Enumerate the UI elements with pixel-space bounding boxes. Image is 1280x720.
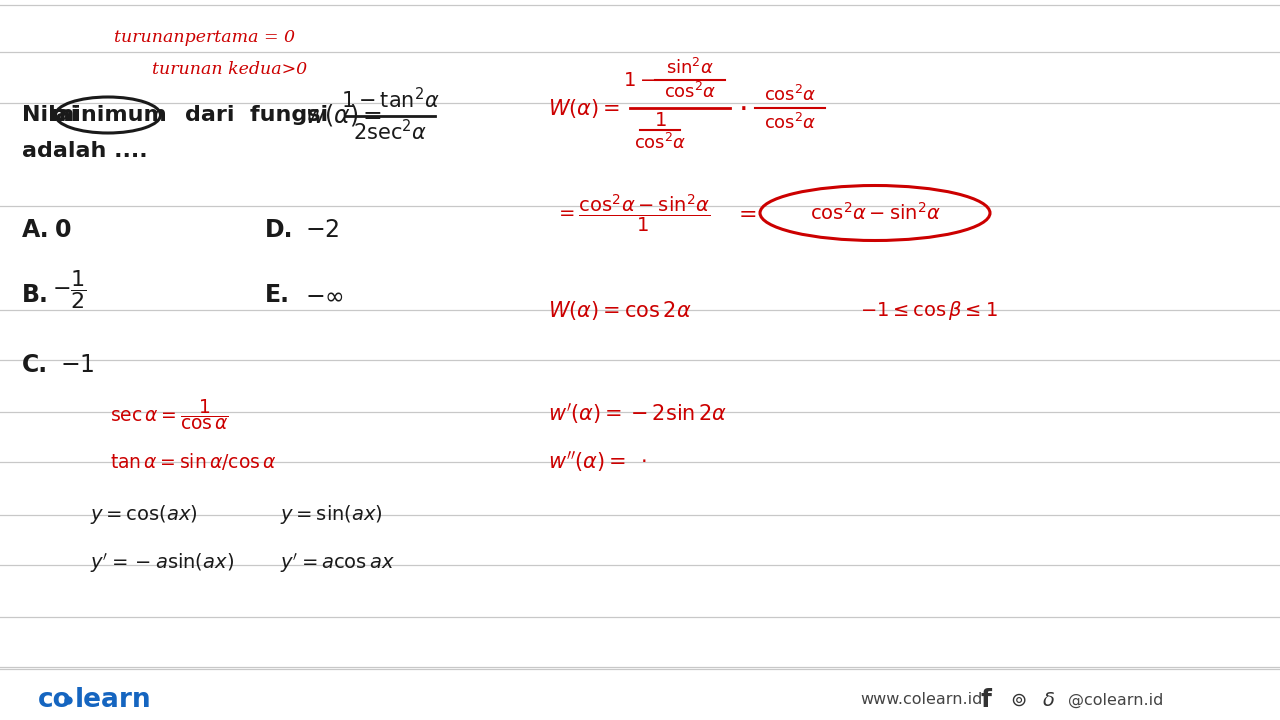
- Text: C.: C.: [22, 353, 49, 377]
- Text: $=$: $=$: [733, 203, 756, 223]
- Text: $-2$: $-2$: [305, 218, 339, 242]
- Text: $\sin^2\!\alpha$: $\sin^2\!\alpha$: [666, 58, 714, 78]
- Text: $\tan\alpha = \sin\alpha/\cos\alpha$: $\tan\alpha = \sin\alpha/\cos\alpha$: [110, 451, 276, 472]
- Text: $2\sec^2\!\alpha$: $2\sec^2\!\alpha$: [353, 120, 428, 145]
- Text: $\cos^2\!\alpha$: $\cos^2\!\alpha$: [664, 82, 717, 102]
- Text: $\circledcirc$: $\circledcirc$: [1010, 690, 1027, 709]
- Text: minimum: minimum: [50, 105, 166, 125]
- Text: Nilai: Nilai: [22, 105, 78, 125]
- Text: $\sec\alpha = \dfrac{1}{\cos\alpha}$: $\sec\alpha = \dfrac{1}{\cos\alpha}$: [110, 397, 229, 433]
- Text: turunan kedua>0: turunan kedua>0: [152, 61, 307, 78]
- Text: $\cos^2\!\alpha$: $\cos^2\!\alpha$: [634, 133, 686, 153]
- Text: $W(\alpha) = \cos 2\alpha$: $W(\alpha) = \cos 2\alpha$: [548, 299, 691, 322]
- Text: $\mathbf{f}$: $\mathbf{f}$: [980, 688, 993, 712]
- Text: $y' = -a\sin(ax)$: $y' = -a\sin(ax)$: [90, 551, 234, 575]
- Text: www.colearn.id: www.colearn.id: [860, 693, 982, 708]
- Text: $\cdot$: $\cdot$: [737, 94, 746, 122]
- Text: $1 -$: $1 -$: [622, 71, 655, 89]
- Text: $1-\tan^2\!\alpha$: $1-\tan^2\!\alpha$: [340, 87, 439, 112]
- Text: $y = \cos(ax)$: $y = \cos(ax)$: [90, 503, 198, 526]
- Text: dari  fungsi: dari fungsi: [186, 105, 328, 125]
- Text: @colearn.id: @colearn.id: [1068, 693, 1164, 708]
- Text: $\cos^2\!\alpha$: $\cos^2\!\alpha$: [764, 85, 817, 105]
- Text: B.: B.: [22, 283, 49, 307]
- Text: $-\dfrac{1}{2}$: $-\dfrac{1}{2}$: [52, 269, 87, 312]
- Text: E.: E.: [265, 283, 291, 307]
- Text: $w(\alpha)=$: $w(\alpha)=$: [305, 102, 383, 128]
- Text: $\delta$: $\delta$: [1042, 690, 1055, 709]
- Text: $w''(\alpha) = \;\cdot$: $w''(\alpha) = \;\cdot$: [548, 449, 646, 474]
- Text: $W(\alpha) =$: $W(\alpha) =$: [548, 96, 620, 120]
- Text: $=\dfrac{\cos^2\!\alpha - \sin^2\!\alpha}{1}$: $=\dfrac{\cos^2\!\alpha - \sin^2\!\alpha…: [556, 192, 710, 234]
- Text: $\cos^2\!\alpha - \sin^2\!\alpha$: $\cos^2\!\alpha - \sin^2\!\alpha$: [809, 202, 941, 224]
- Text: $y = \sin(ax)$: $y = \sin(ax)$: [280, 503, 383, 526]
- Text: D.: D.: [265, 218, 293, 242]
- Text: 0: 0: [55, 218, 72, 242]
- Text: $w'(\alpha) = -2\sin 2\alpha$: $w'(\alpha) = -2\sin 2\alpha$: [548, 400, 727, 426]
- Text: $\cos^2\!\alpha$: $\cos^2\!\alpha$: [764, 113, 817, 133]
- Text: $-1$: $-1$: [60, 353, 95, 377]
- Text: $-\infty$: $-\infty$: [305, 283, 344, 307]
- Text: turunanpertama = 0: turunanpertama = 0: [114, 30, 296, 47]
- Text: $1$: $1$: [654, 110, 667, 130]
- Text: co: co: [38, 687, 72, 713]
- Text: learn: learn: [76, 687, 151, 713]
- Text: A.: A.: [22, 218, 50, 242]
- Text: adalah ....: adalah ....: [22, 141, 147, 161]
- Text: $y' = a\cos ax$: $y' = a\cos ax$: [280, 551, 394, 575]
- Text: $-1 \leq \cos\beta \leq 1$: $-1 \leq \cos\beta \leq 1$: [860, 299, 997, 322]
